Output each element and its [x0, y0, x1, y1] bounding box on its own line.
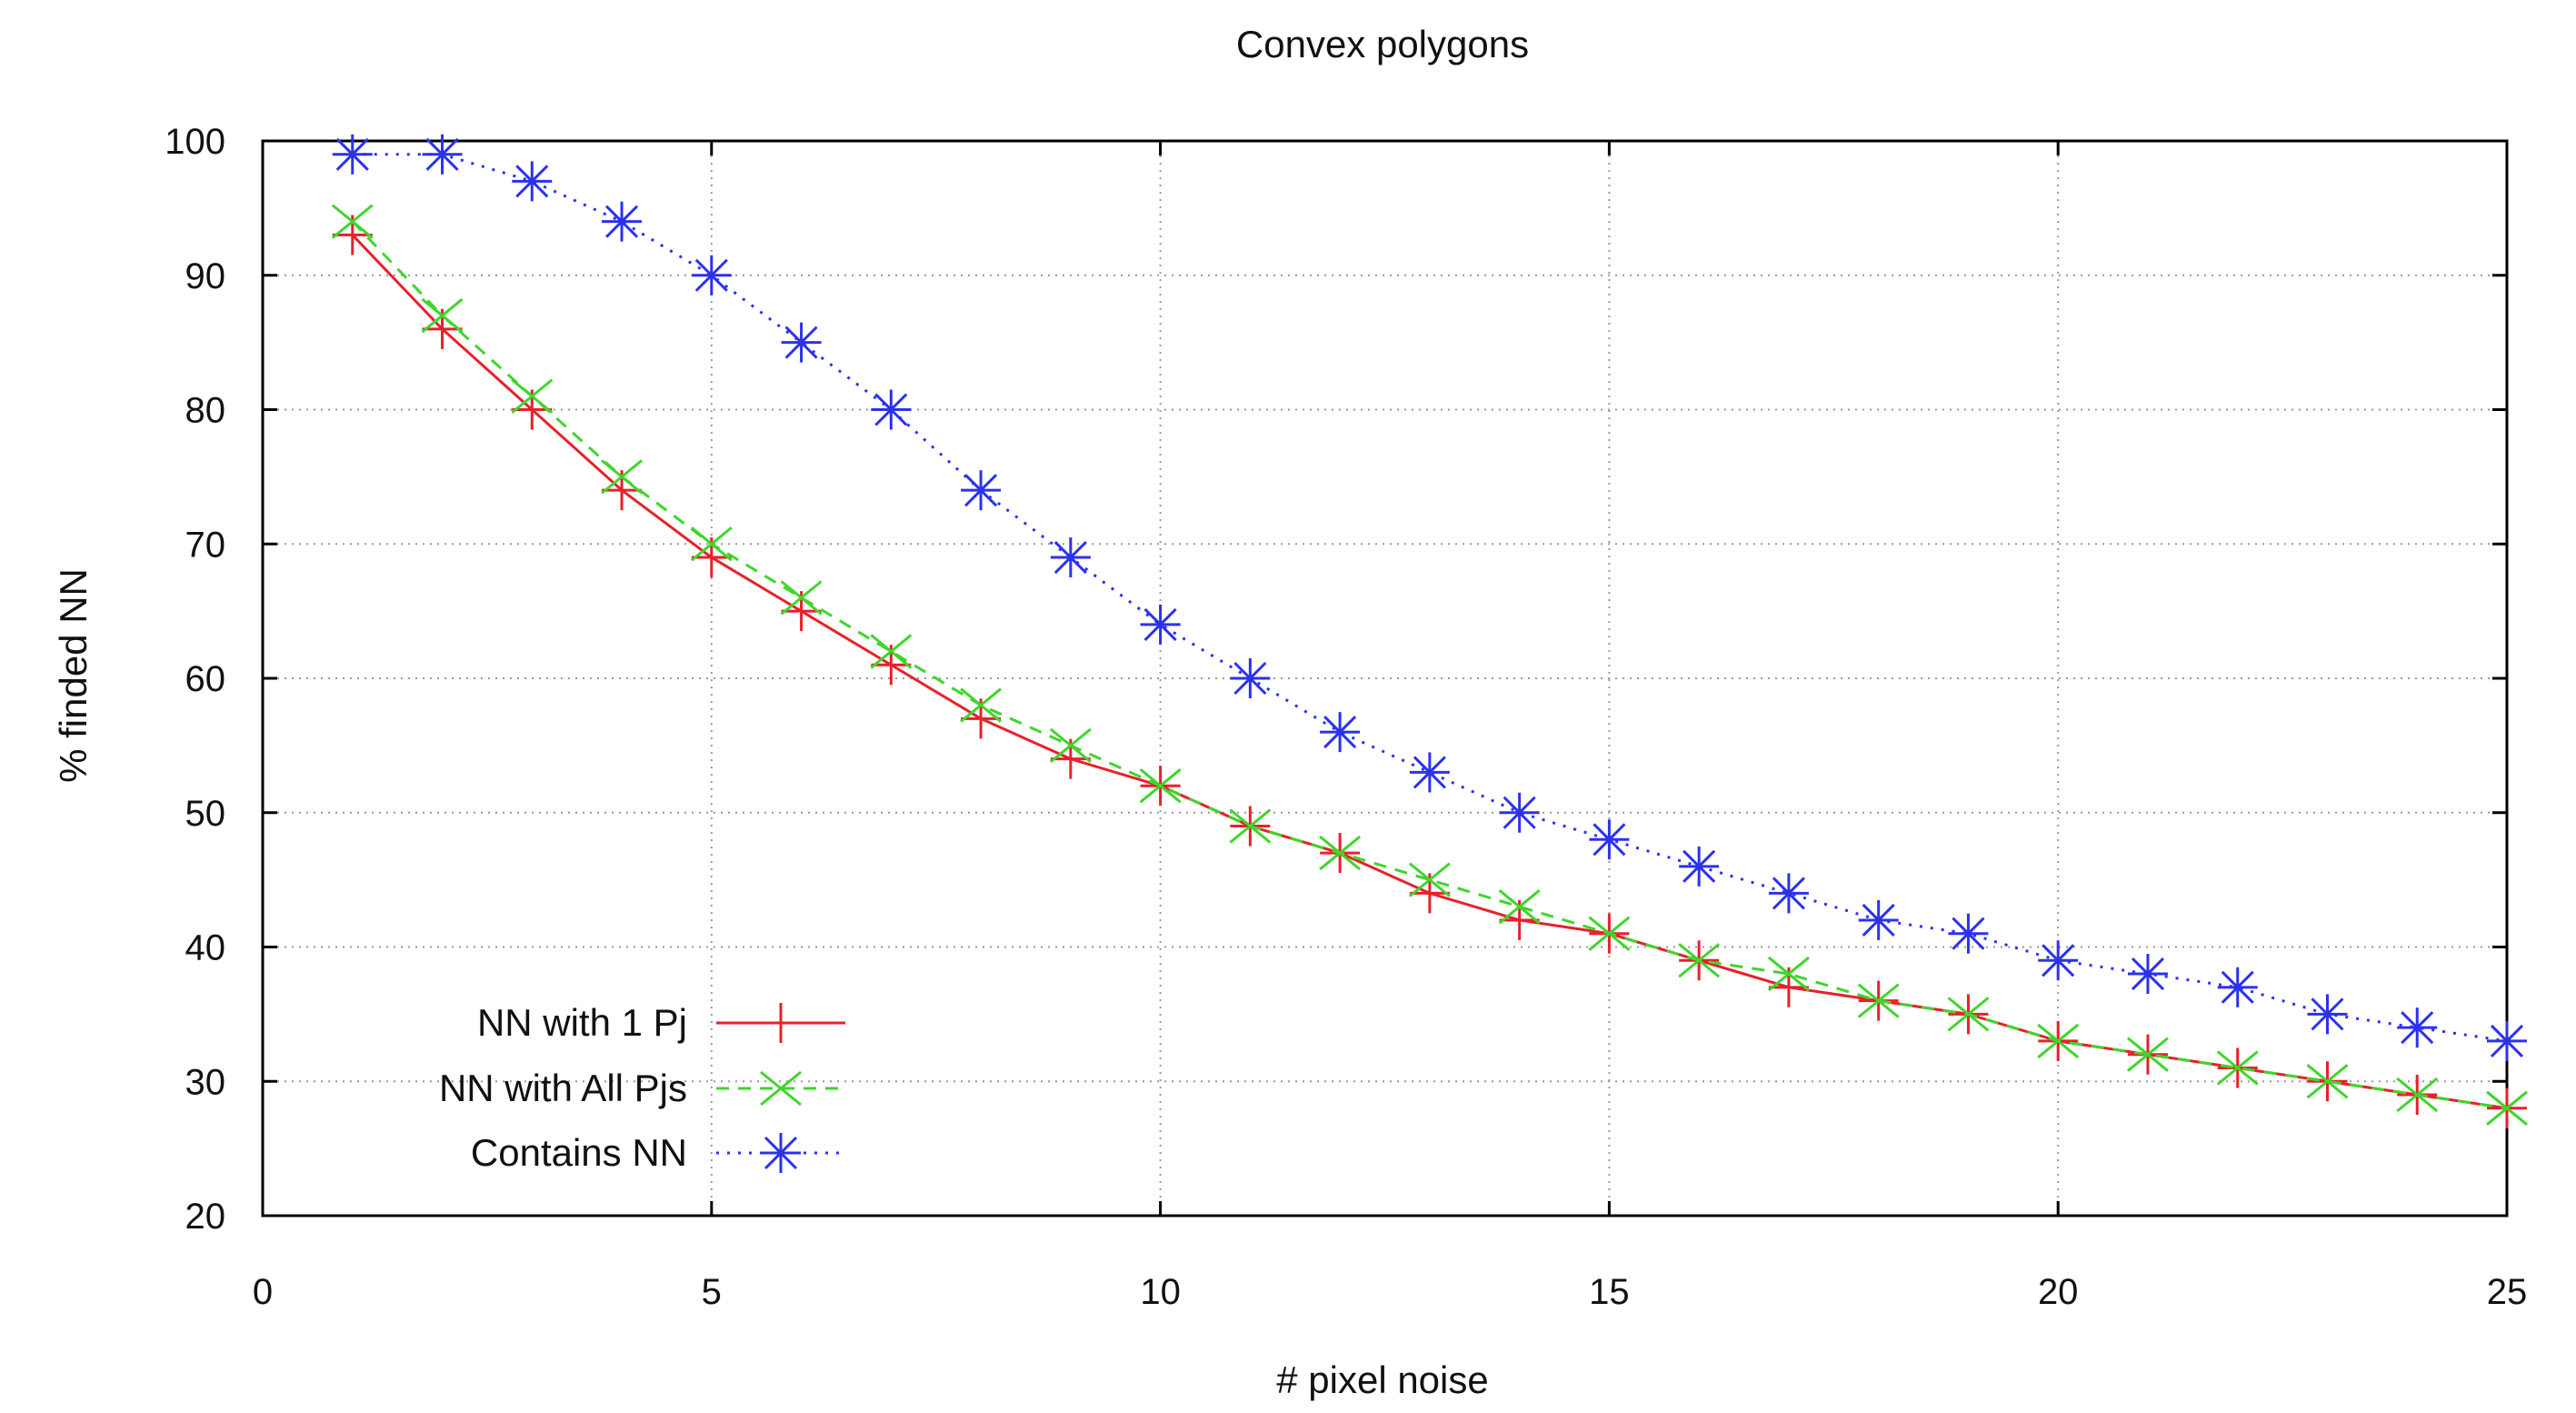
data-point [1857, 983, 1900, 1018]
x-tick-label: 5 [702, 1272, 722, 1312]
data-point [1947, 997, 1990, 1032]
data-point [2396, 1077, 2439, 1113]
y-tick-label: 100 [165, 122, 225, 162]
x-tick-label: 25 [2487, 1272, 2528, 1312]
series-line [351, 220, 2508, 1110]
data-point [1050, 537, 1091, 578]
data-point [1319, 835, 1362, 871]
data-point [2216, 1050, 2259, 1086]
data-point [870, 634, 913, 669]
data-point [1049, 727, 1092, 764]
data-point [2307, 994, 2348, 1035]
data-point [780, 580, 823, 616]
data-point [1679, 846, 1720, 887]
x-tick-label: 15 [1589, 1272, 1630, 1312]
x-tick-label: 20 [2038, 1272, 2079, 1312]
data-point [781, 322, 822, 363]
data-point [871, 389, 912, 430]
data-point [2217, 967, 2258, 1007]
y-tick-label: 40 [185, 928, 226, 968]
series-nn-with-1-pj [332, 215, 2527, 1128]
data-point [601, 459, 643, 495]
y-axis-title: % finded NN [52, 568, 95, 783]
data-point [690, 526, 733, 562]
series-line [351, 234, 2508, 1110]
y-axis: 20 30 40 50 60 70 80 90 100 [165, 122, 2507, 1237]
chart-title: Convex polygons [1236, 23, 1529, 65]
data-point [1320, 712, 1361, 753]
legend-item: NN with All Pjs [439, 1067, 845, 1109]
y-tick-label: 80 [185, 391, 226, 431]
data-point [1767, 956, 1810, 992]
y-tick-label: 70 [185, 525, 226, 565]
data-point [2397, 1007, 2438, 1048]
data-point [2038, 940, 2079, 981]
y-tick-label: 50 [185, 794, 226, 834]
data-point [422, 134, 463, 175]
series-layer [331, 134, 2528, 1128]
data-point [1409, 752, 1450, 793]
x-axis-title: # pixel noise [1276, 1358, 1488, 1401]
grid-lines [263, 141, 2507, 1216]
data-point [602, 201, 643, 242]
y-tick-label: 20 [185, 1197, 226, 1237]
data-point [1229, 808, 1272, 844]
legend-label: NN with 1 Pj [477, 1001, 687, 1044]
legend-label: Contains NN [471, 1131, 687, 1174]
data-point [332, 134, 373, 175]
series-nn-with-all-pjs [331, 204, 2528, 1126]
x-axis: 0 5 10 15 20 25 [253, 141, 2527, 1312]
data-point [2127, 954, 2168, 995]
data-point [1678, 943, 1721, 978]
data-point [1588, 916, 1631, 951]
legend-item: Contains NN [471, 1131, 845, 1174]
legend-item: NN with 1 Pj [477, 1001, 845, 1044]
legend-marker [760, 1070, 802, 1107]
legend-marker [761, 1003, 801, 1043]
plot-frame [261, 139, 2509, 1218]
y-tick-label: 90 [185, 256, 226, 296]
data-point [1408, 862, 1451, 897]
data-point [1498, 889, 1541, 925]
x-tick-label: 0 [253, 1272, 273, 1312]
y-tick-label: 30 [185, 1062, 226, 1102]
data-point [2037, 1023, 2080, 1059]
legend: NN with 1 Pj NN with All Pjs Contains NN [439, 1001, 845, 1174]
plot-border [261, 139, 2509, 1218]
legend-marker [761, 1133, 801, 1173]
data-point [1140, 604, 1181, 645]
data-point [691, 255, 732, 296]
x-tick-label: 10 [1140, 1272, 1181, 1312]
data-point [1499, 792, 1540, 833]
data-point [421, 297, 464, 334]
y-tick-label: 60 [185, 659, 226, 699]
data-point [511, 378, 554, 414]
legend-label: NN with All Pjs [439, 1067, 687, 1109]
data-point [2487, 1020, 2527, 1061]
data-point [331, 204, 374, 239]
data-point [1139, 768, 1182, 804]
data-point [961, 470, 1002, 511]
data-point [1768, 873, 1809, 914]
data-point [1589, 819, 1630, 860]
data-point [512, 161, 553, 202]
data-point [2486, 1090, 2528, 1126]
data-point [1230, 658, 1271, 698]
data-point [2306, 1064, 2349, 1099]
data-point [960, 687, 1003, 723]
data-point [1858, 899, 1899, 940]
data-point [2127, 1037, 2169, 1072]
series-contains-nn [332, 134, 2527, 1061]
data-point [1948, 913, 1989, 954]
